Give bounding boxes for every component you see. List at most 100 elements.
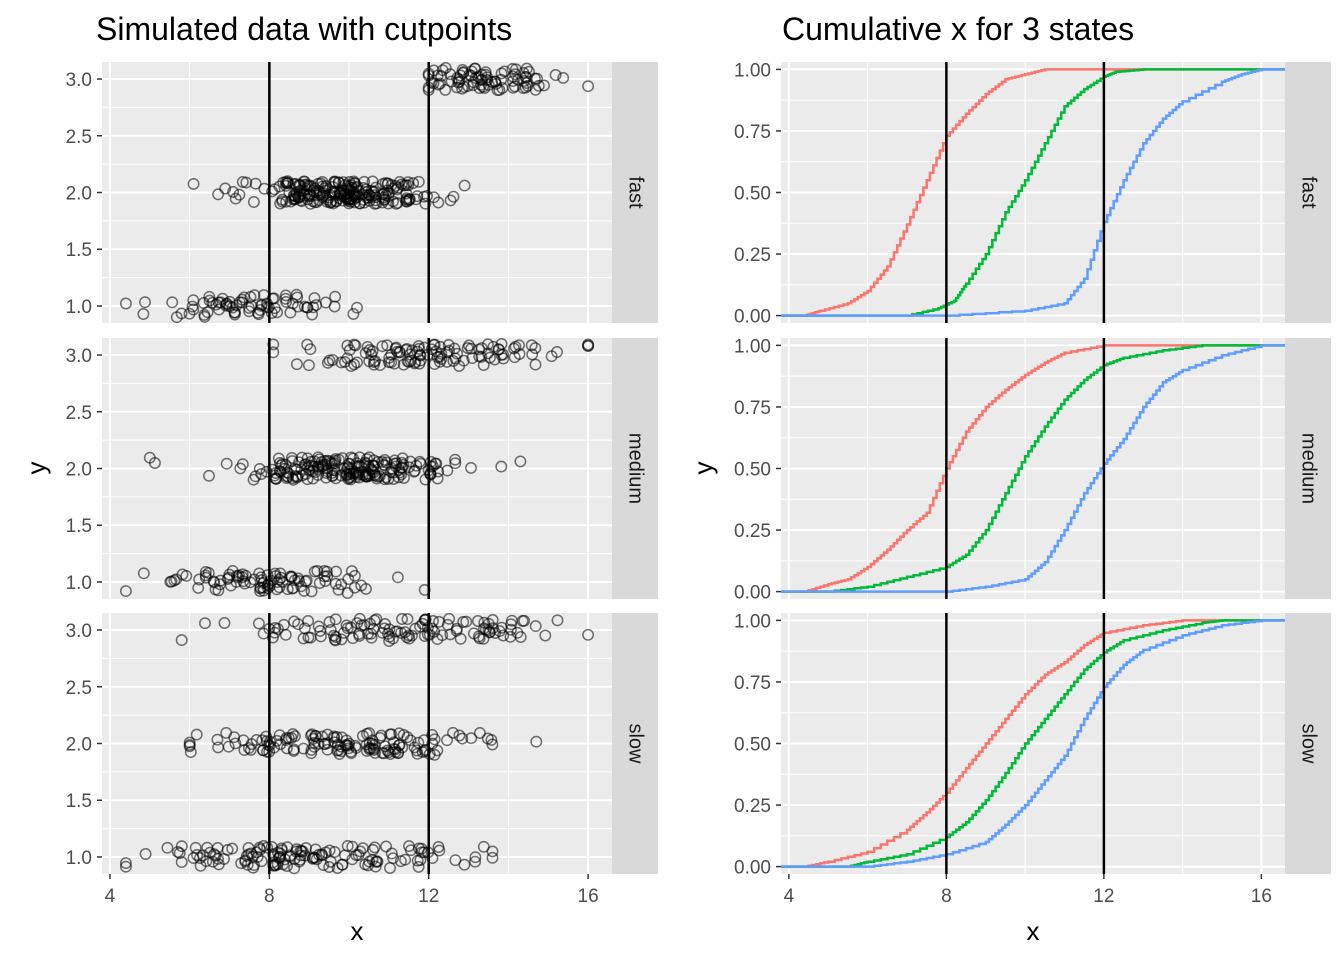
scatter-point <box>504 630 517 643</box>
y-tick-label: 3.0 <box>66 70 92 91</box>
scatter-point <box>399 853 412 866</box>
scatter-point <box>478 616 491 629</box>
scatter-point <box>304 197 317 210</box>
scatter-point <box>334 187 347 200</box>
scatter-point <box>349 739 362 752</box>
scatter-point <box>373 470 386 483</box>
y-tick-label: 1.00 <box>734 336 771 357</box>
scatter-point <box>539 629 552 642</box>
scatter-point <box>426 852 439 865</box>
scatter-point <box>306 852 319 865</box>
scatter-point <box>347 308 360 320</box>
scatter-point <box>465 732 478 745</box>
scatter-point <box>173 847 186 860</box>
scatter-point <box>203 294 216 307</box>
scatter-point <box>425 76 438 89</box>
scatter-point <box>381 744 394 757</box>
scatter-point <box>385 348 398 361</box>
scatter-point <box>385 356 398 369</box>
scatter-point <box>365 191 378 204</box>
facet-panel-fast <box>97 61 658 324</box>
scatter-point <box>119 297 132 310</box>
scatter-point <box>387 852 400 865</box>
scatter-point <box>366 175 379 188</box>
scatter-point <box>359 347 372 360</box>
scatter-point <box>119 860 132 873</box>
scatter-point <box>274 738 287 751</box>
scatter-point <box>335 633 348 646</box>
scatter-point <box>376 456 388 468</box>
scatter-point <box>391 183 404 196</box>
scatter-point <box>333 748 346 760</box>
x-axis-title: x <box>1027 916 1040 946</box>
scatter-point <box>239 855 252 868</box>
scatter-point <box>224 579 237 592</box>
facet-strip-label: fast <box>1298 176 1320 209</box>
facet-strip-label: medium <box>625 433 647 504</box>
scatter-point <box>208 848 221 861</box>
scatter-point <box>350 849 363 862</box>
scatter-point <box>449 453 462 466</box>
x-tick-label: 12 <box>1093 886 1114 907</box>
scatter-point <box>538 79 550 92</box>
scatter-point <box>328 846 341 858</box>
scatter-point <box>329 290 342 303</box>
scatter-point <box>148 457 161 469</box>
x-axis-title: x <box>351 916 364 946</box>
y-tick-label: 0.00 <box>734 307 771 328</box>
facet-strip <box>1285 338 1331 599</box>
scatter-point <box>211 733 224 746</box>
scatter-point <box>473 727 486 739</box>
scatter-point <box>412 175 425 188</box>
scatter-point <box>329 577 342 590</box>
scatter-point <box>549 69 562 81</box>
scatter-point <box>487 340 500 353</box>
scatter-point <box>272 452 285 465</box>
y-tick-label: 1.5 <box>66 516 92 537</box>
scatter-point <box>176 568 189 581</box>
scatter-point <box>281 860 293 872</box>
scatter-point <box>473 632 486 645</box>
scatter-point <box>389 460 402 473</box>
scatter-point <box>475 350 488 363</box>
scatter-point <box>370 191 383 204</box>
scatter-point <box>321 737 334 750</box>
scatter-point <box>343 737 356 750</box>
scatter-point <box>242 742 255 755</box>
scatter-point <box>119 857 132 870</box>
scatter-point <box>432 78 445 91</box>
scatter-point <box>392 747 405 759</box>
scatter-point <box>358 619 371 632</box>
scatter-point <box>280 732 293 745</box>
scatter-point <box>434 340 447 353</box>
scatter-point <box>465 461 477 474</box>
scatter-point <box>277 176 290 189</box>
scatter-point <box>431 633 444 646</box>
scatter-point <box>447 726 459 739</box>
scatter-point <box>399 626 412 639</box>
y-tick-label: 2.0 <box>66 460 92 481</box>
scatter-point <box>262 582 274 595</box>
scatter-point <box>582 628 595 641</box>
scatter-point <box>329 453 342 466</box>
y-tick-label: 0.00 <box>734 583 771 604</box>
scatter-point <box>346 853 359 866</box>
scatter-point <box>404 844 417 857</box>
scatter-point <box>294 849 307 862</box>
facet-strip-label: slow <box>625 723 647 764</box>
scatter-point <box>197 849 209 862</box>
scatter-point <box>525 339 538 352</box>
y-axis-title: y <box>688 462 718 475</box>
scatter-point <box>233 188 246 201</box>
scatter-point <box>429 457 442 470</box>
y-tick-label: 0.25 <box>734 796 771 817</box>
scatter-point <box>310 299 323 312</box>
y-axis-title: y <box>21 462 51 475</box>
scatter-point <box>194 852 206 865</box>
scatter-point <box>379 471 392 484</box>
scatter-point <box>291 291 304 304</box>
scatter-point <box>287 582 300 595</box>
scatter-point <box>302 359 315 372</box>
